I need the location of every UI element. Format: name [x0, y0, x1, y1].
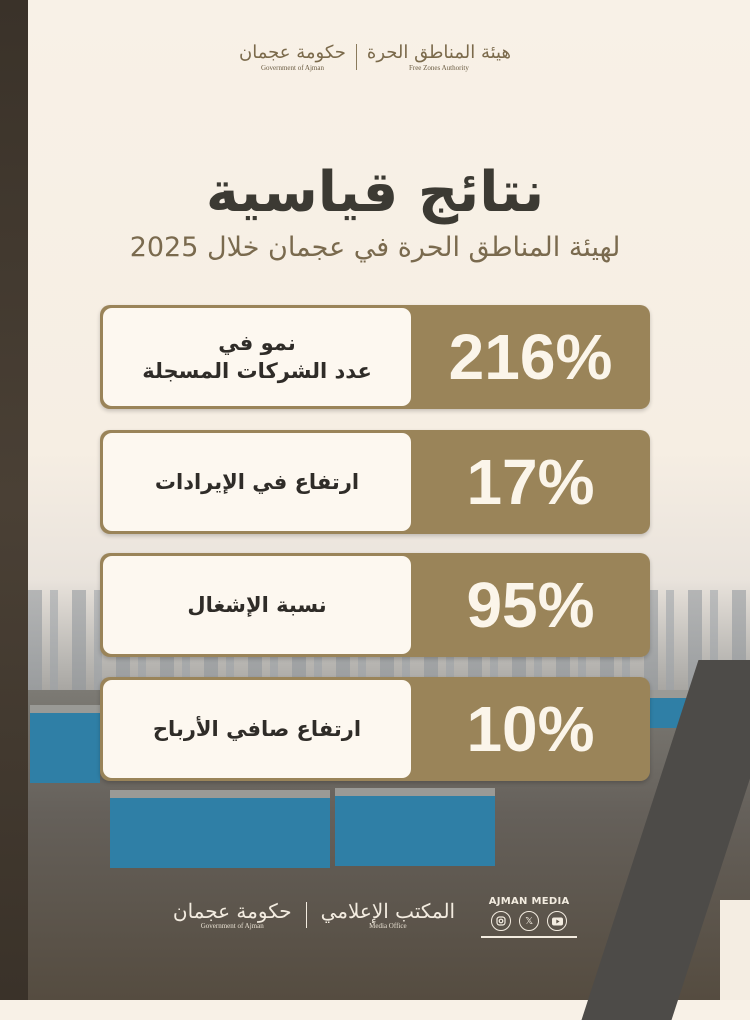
- government-of-ajman-logo: حكومة عجمان Government of Ajman: [173, 900, 292, 938]
- media-name: AJMAN MEDIA: [488, 896, 570, 907]
- stat-value: 216%: [448, 321, 613, 393]
- stat-label: ارتفاع في الإيرادات: [103, 433, 411, 531]
- background-warehouse: [30, 705, 100, 783]
- stat-label: نسبة الإشغال: [103, 556, 411, 654]
- logo-arabic: حكومة عجمان: [239, 42, 346, 63]
- stat-value: 95%: [466, 569, 595, 641]
- logo-english: Free Zones Authority: [408, 64, 469, 72]
- background-warehouse: [335, 788, 495, 866]
- free-zones-authority-logo: هيئة المناطق الحرة Free Zones Authority: [367, 42, 511, 72]
- stat-label: ارتفاع صافي الأرباح: [103, 680, 411, 778]
- logo-arabic: المكتب الإعلامي: [320, 899, 456, 923]
- stat-card: نسبة الإشغال 95%: [100, 553, 650, 657]
- ajman-media-social: AJMAN MEDIA 𝕏: [481, 896, 578, 938]
- background-warehouse: [110, 790, 330, 868]
- stat-value: 17%: [466, 446, 595, 518]
- logo-english: Media Office: [369, 922, 407, 930]
- logo-english: Government of Ajman: [260, 64, 324, 72]
- footer: حكومة عجمان Government of Ajman المكتب ا…: [0, 896, 750, 938]
- instagram-icon[interactable]: [491, 911, 512, 931]
- stat-card: نمو في عدد الشركات المسجلة 216%: [100, 305, 650, 409]
- stat-card: ارتفاع صافي الأرباح 10%: [100, 677, 650, 781]
- logo-arabic: حكومة عجمان: [172, 899, 292, 923]
- stat-label: نمو في عدد الشركات المسجلة: [103, 308, 411, 406]
- logo-arabic: هيئة المناطق الحرة: [366, 42, 511, 63]
- media-underline: [481, 936, 578, 938]
- page-title: نتائج قياسية: [205, 160, 545, 225]
- left-decorative-strip: [0, 0, 28, 1000]
- logo-divider: [305, 902, 307, 928]
- stat-value: 10%: [466, 693, 595, 765]
- government-of-ajman-logo: حكومة عجمان Government of Ajman: [239, 42, 346, 72]
- decorative-corner: [720, 900, 750, 1000]
- page-subtitle: لهيئة المناطق الحرة في عجمان خلال 2025: [129, 232, 621, 263]
- logo-english: Government of Ajman: [200, 922, 264, 930]
- media-office-logo: المكتب الإعلامي Media Office: [321, 900, 456, 938]
- stat-card: ارتفاع في الإيرادات 17%: [100, 430, 650, 534]
- youtube-icon[interactable]: [547, 911, 568, 931]
- logo-divider: [355, 44, 357, 70]
- x-icon[interactable]: 𝕏: [519, 911, 540, 931]
- header-logos: حكومة عجمان Government of Ajman هيئة الم…: [0, 42, 750, 72]
